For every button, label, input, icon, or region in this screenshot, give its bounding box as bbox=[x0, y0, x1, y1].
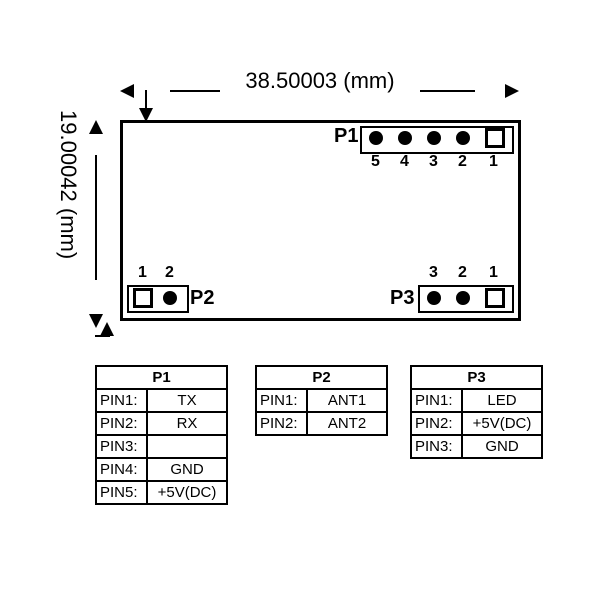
dim-arrow-right bbox=[505, 84, 519, 98]
dim-tick-h bbox=[145, 90, 147, 110]
p3-num3: 3 bbox=[429, 264, 438, 282]
table-p2: P2 PIN1:ANT1 PIN2:ANT2 bbox=[255, 365, 388, 436]
p1-num2: 2 bbox=[458, 153, 467, 171]
p2-pin2 bbox=[163, 291, 177, 305]
p1-pin1 bbox=[485, 128, 505, 148]
p2-num1: 1 bbox=[138, 264, 147, 282]
p1-num5: 5 bbox=[371, 153, 380, 171]
table-p1: P1 PIN1:TX PIN2:RX PIN3: PIN4:GND PIN5:+… bbox=[95, 365, 228, 505]
dim-arrow-up bbox=[89, 120, 103, 134]
p2-num2: 2 bbox=[165, 264, 174, 282]
p1-num3: 3 bbox=[429, 153, 438, 171]
p1-pin5 bbox=[369, 131, 383, 145]
p1-pin2 bbox=[456, 131, 470, 145]
p3-label: P3 bbox=[390, 287, 414, 310]
p3-pin3 bbox=[427, 291, 441, 305]
p2-pin1 bbox=[133, 288, 153, 308]
p3-pin2 bbox=[456, 291, 470, 305]
table-p2-header: P2 bbox=[256, 366, 387, 389]
dim-line-v bbox=[95, 155, 97, 280]
diagram-canvas: 38.50003 (mm) 19.00042 (mm) P1 5 4 3 2 1… bbox=[0, 0, 600, 600]
table-p3: P3 PIN1:LED PIN2:+5V(DC) PIN3:GND bbox=[410, 365, 543, 459]
p1-num1: 1 bbox=[489, 153, 498, 171]
p1-pin4 bbox=[398, 131, 412, 145]
dim-label-width: 38.50003 (mm) bbox=[220, 68, 420, 94]
p1-num4: 4 bbox=[400, 153, 409, 171]
dim-label-height: 19.00042 (mm) bbox=[55, 110, 81, 259]
p2-label: P2 bbox=[190, 287, 214, 310]
table-p3-header: P3 bbox=[411, 366, 542, 389]
dim-arrow-left bbox=[120, 84, 134, 98]
table-p1-header: P1 bbox=[96, 366, 227, 389]
p3-num1: 1 bbox=[489, 264, 498, 282]
p3-num2: 2 bbox=[458, 264, 467, 282]
p1-label: P1 bbox=[334, 125, 358, 148]
p3-pin1 bbox=[485, 288, 505, 308]
p1-pin3 bbox=[427, 131, 441, 145]
dim-tick-v-head bbox=[100, 322, 114, 336]
